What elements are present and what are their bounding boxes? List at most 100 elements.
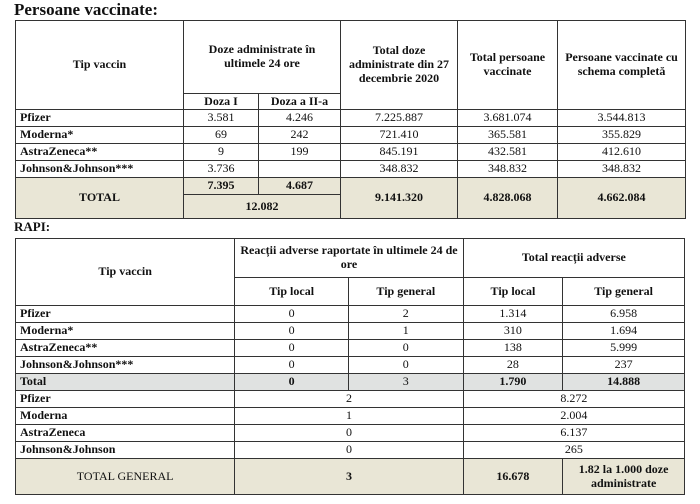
table-row: AstraZeneca** 9 199 845.191 432.581 412.610 — [15, 143, 687, 161]
vaccinated-table: Tip vaccin Doze administrate în ultimele… — [15, 20, 687, 219]
vaccinated-title: Persoane vaccinate: — [14, 0, 158, 19]
rapi-table: Tip vaccin Reacții adverse raportate în … — [14, 238, 686, 495]
table-row: Moderna* 0 1 310 1.694 — [14, 322, 685, 340]
reactions-total: 265 — [462, 441, 686, 459]
vaccine-name: AstraZeneca** — [15, 143, 184, 161]
total-doses: 348.832 — [340, 160, 459, 178]
local-24h: 0 — [234, 305, 349, 323]
table-row: Johnson&Johnson*** 0 0 28 237 — [14, 356, 685, 374]
vaccine-name: Johnson&Johnson*** — [15, 160, 184, 178]
rapi-header-general-total: Tip general — [562, 277, 685, 306]
total-doses: 7.225.887 — [340, 109, 459, 127]
table-row: Pfizer 3.581 4.246 7.225.887 3.681.074 3.544.… — [15, 109, 687, 127]
rapi-total-label: Total — [14, 373, 236, 391]
general-24h: 1 — [347, 322, 464, 340]
dose2 — [257, 160, 342, 178]
table-row: Pfizer 0 2 1.314 6.958 — [14, 305, 685, 323]
header-type: Tip vaccin — [15, 20, 184, 110]
rapi-total-l24: 0 — [234, 373, 349, 391]
complete-scheme: 348.832 — [557, 160, 687, 178]
reactions-24h: 0 — [234, 441, 464, 459]
general-24h: 0 — [347, 356, 464, 374]
table-row: Johnson&Johnson*** 3.736 348.832 348.832 348… — [15, 160, 687, 178]
local-24h: 0 — [234, 356, 349, 374]
total-doses: 845.191 — [340, 143, 459, 161]
rapi-total-g24: 3 — [347, 373, 464, 391]
rapi-total-lt: 1.790 — [462, 373, 564, 391]
general-total: 1.694 — [562, 322, 685, 340]
grand-r24: 3 — [234, 458, 464, 495]
vaccine-name: Moderna* — [14, 322, 236, 340]
header-dose2: Doza a II-a — [257, 93, 342, 110]
vaccine-name: Johnson&Johnson — [14, 441, 236, 459]
summary-row: AstraZeneca 0 6.137 — [14, 424, 686, 442]
vaccine-name: AstraZeneca — [14, 424, 236, 442]
local-total: 28 — [462, 356, 564, 374]
general-total: 237 — [562, 356, 685, 374]
grand-rate: 1.82 la 1.000 doze administrate — [562, 458, 685, 495]
total-doses: 721.410 — [340, 126, 459, 144]
total-dose1: 7.395 — [183, 177, 259, 195]
total-complete: 4.662.084 — [557, 177, 687, 219]
grand-label: TOTAL GENERAL — [14, 458, 236, 495]
local-24h: 0 — [234, 339, 349, 357]
header-complete: Persoane vaccinate cu schema completă — [557, 20, 687, 110]
rapi-total-gt: 14.888 — [562, 373, 685, 391]
total-persons: 3.681.074 — [457, 109, 559, 127]
local-24h: 0 — [234, 322, 349, 340]
dose2: 199 — [257, 143, 342, 161]
local-total: 310 — [462, 322, 564, 340]
complete-scheme: 355.829 — [557, 126, 687, 144]
complete-scheme: 412.610 — [557, 143, 687, 161]
general-24h: 2 — [347, 305, 464, 323]
rapi-header-24: Reacții adverse raportate în ultimele 24… — [234, 238, 464, 278]
general-total: 6.958 — [562, 305, 685, 323]
dose1: 3.581 — [183, 109, 259, 127]
reactions-total: 2.004 — [462, 407, 686, 425]
total-persons: 4.828.068 — [457, 177, 559, 219]
grand-rt: 16.678 — [462, 458, 564, 495]
rapi-header-total: Total reacții adverse — [462, 238, 686, 278]
header-dose1: Doza I — [183, 93, 259, 110]
local-total: 138 — [462, 339, 564, 357]
vaccine-name: AstraZeneca** — [14, 339, 236, 357]
vaccine-name: Moderna* — [15, 126, 184, 144]
vaccine-name: Pfizer — [14, 305, 236, 323]
table-row: AstraZeneca** 0 0 138 5.999 — [14, 339, 685, 357]
vaccine-name: Pfizer — [15, 109, 184, 127]
reactions-24h: 0 — [234, 424, 464, 442]
dose1: 3.736 — [183, 160, 259, 178]
summary-row: Johnson&Johnson 0 265 — [14, 441, 686, 459]
rapi-title: RAPI: — [14, 219, 51, 234]
local-total: 1.314 — [462, 305, 564, 323]
reactions-24h: 2 — [234, 390, 464, 408]
rapi-header-local24: Tip local — [234, 277, 349, 306]
total-doses24: 12.082 — [182, 194, 342, 219]
reactions-24h: 1 — [234, 407, 464, 425]
total-persons: 432.581 — [457, 143, 559, 161]
rapi-header-local-total: Tip local — [462, 277, 564, 306]
summary-row: Moderna 1 2.004 — [14, 407, 686, 425]
dose2: 4.246 — [257, 109, 342, 127]
header-total-doses: Total doze administrate din 27 decembrie… — [340, 20, 459, 110]
total-label: TOTAL — [15, 177, 184, 219]
vaccine-name: Moderna — [14, 407, 236, 425]
general-total: 5.999 — [562, 339, 685, 357]
complete-scheme: 3.544.813 — [557, 109, 687, 127]
reactions-total: 6.137 — [462, 424, 686, 442]
table-row: Moderna* 69 242 721.410 365.581 355.829 — [15, 126, 687, 144]
header-doses24: Doze administrate în ultimele 24 ore — [182, 20, 342, 94]
reactions-total: 8.272 — [462, 390, 686, 408]
header-total-persons: Total persoane vaccinate — [457, 20, 559, 110]
general-24h: 0 — [347, 339, 464, 357]
dose1: 69 — [183, 126, 259, 144]
total-persons: 365.581 — [457, 126, 559, 144]
total-doses: 9.141.320 — [340, 177, 459, 219]
vaccine-name: Johnson&Johnson*** — [14, 356, 236, 374]
rapi-header-type: Tip vaccin — [14, 238, 236, 306]
total-persons: 348.832 — [457, 160, 559, 178]
vaccine-name: Pfizer — [14, 390, 236, 408]
rapi-header-general24: Tip general — [347, 277, 464, 306]
total-dose2: 4.687 — [257, 177, 342, 195]
dose2: 242 — [257, 126, 342, 144]
